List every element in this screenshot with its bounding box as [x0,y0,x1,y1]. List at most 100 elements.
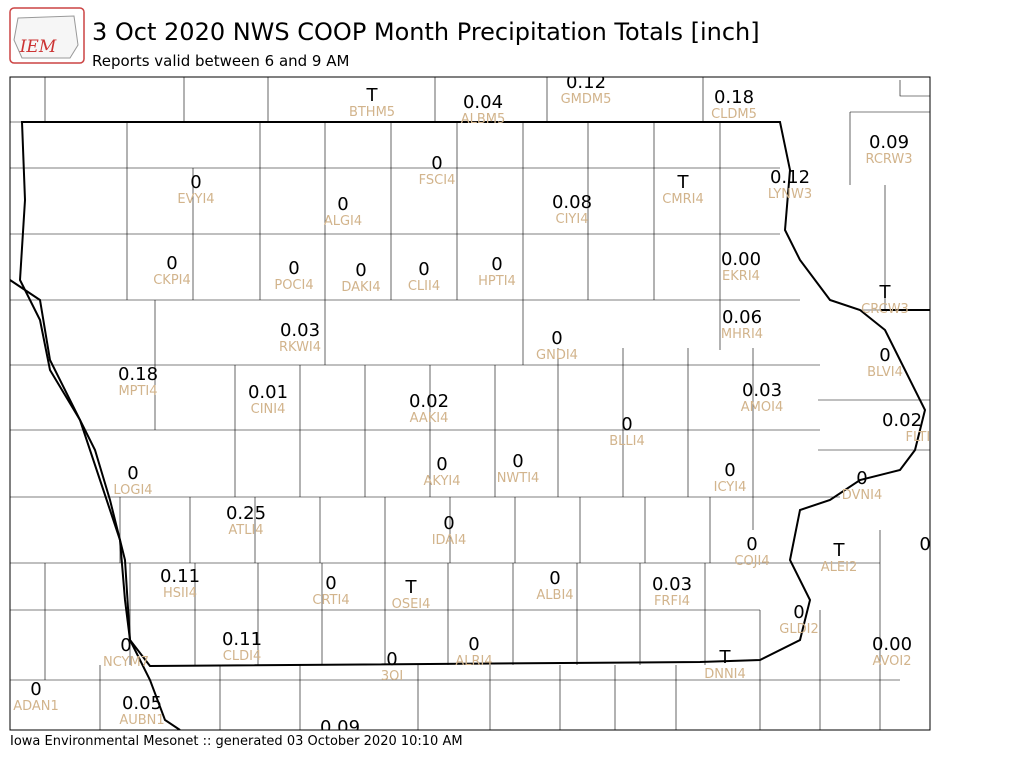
station-id: COJI4 [734,554,769,569]
station-id: ALEI2 [821,560,857,575]
station-value: 0 [621,414,632,435]
station-id: FSCI4 [419,173,456,188]
station-value: 0.12 [770,167,810,188]
station-id: LOGI4 [113,483,152,498]
station-id: LYNW3 [768,187,812,202]
station-value: 0 [431,153,442,174]
map-frame [9,76,931,731]
station-id: ALBM5 [461,112,506,127]
station-value: 0.00 [721,249,761,270]
station-id: DAKI4 [341,280,380,295]
station-id: CLII4 [408,279,440,294]
station-value: 0 [856,468,867,489]
station-value: 0 [793,602,804,623]
logo: IEM [9,7,85,64]
station-id: NCYM7 [103,655,149,670]
station-id: MHRI4 [721,327,763,342]
station-id: BTHM5 [349,105,395,120]
station-id: DVNI4 [842,488,883,503]
station-value: 0 [386,649,397,670]
station-value: 0 [355,260,366,281]
station-id: GLDI2 [779,622,818,637]
station-value: 0.05 [122,693,162,714]
station-id: BLVI4 [867,365,903,380]
basemap [10,77,930,730]
station-id: CMRI4 [662,192,703,207]
subtitle: Reports valid between 6 and 9 AM [92,52,349,70]
station-id: NWTI4 [497,471,540,486]
station-id: FRFI4 [654,594,690,609]
station-value: T [677,172,690,193]
station-id: ATLI4 [228,523,263,538]
station-id: ALGI4 [324,214,362,229]
station-value: 0.01 [248,382,288,403]
station-value: 0.04 [463,92,503,113]
station-value: 0 [190,172,201,193]
station-value: 0 [337,194,348,215]
station-value: 0.25 [226,503,266,524]
station-value: 0 [512,451,523,472]
station-value: 0.08 [552,192,592,213]
station-value: 0 [325,573,336,594]
station-value: 0 [491,254,502,275]
station-id: CLDM5 [711,107,757,122]
station-value: 0 [120,635,131,656]
station-value: 0 [879,345,890,366]
station-value: 0 [288,258,299,279]
station-value: T [719,647,732,668]
station-value: 0 [468,634,479,655]
station-id: CINI4 [251,402,286,417]
station-value: 0.09 [320,717,360,738]
station-id: DNNI4 [704,667,746,682]
station-id: BLLI4 [609,434,645,449]
station-id: AVOI2 [872,654,911,669]
station-id: CLDI4 [223,649,261,664]
station-value: 0 [30,679,41,700]
station-value: 0.02 [882,410,922,431]
station-value: 0 [418,259,429,280]
station-id: ALRI4 [455,654,492,669]
station-id: IDAI4 [432,533,467,548]
station-id: HSII4 [163,586,197,601]
station-id: ALBI4 [536,588,573,603]
station-value: T [405,577,418,598]
station-value: 0 [724,460,735,481]
station-value: 0 [166,253,177,274]
station-id: GNDI4 [536,348,578,363]
station-value: 0.11 [222,629,262,650]
station-value: 0 [127,463,138,484]
station-value: 0 [436,454,447,475]
station-id: EVYI4 [177,192,214,207]
station-id: MPTI4 [118,384,157,399]
station-value: T [366,85,379,106]
station-value: 0.09 [869,132,909,153]
station-id: CRTI4 [312,593,349,608]
station-value: T [879,282,892,303]
station-id: RKWI4 [279,340,321,355]
station-id: ICYI4 [714,480,747,495]
station-id: OSEI4 [392,597,431,612]
station-value: 0 [746,534,757,555]
station-id: AKYI4 [423,474,460,489]
station-id: RCRW3 [865,152,912,167]
station-id: HPTI4 [478,274,516,289]
station-value: 0.02 [409,391,449,412]
station-id: POCI4 [274,278,313,293]
station-value: 0.06 [722,307,762,328]
station-id: AAKI4 [410,411,449,426]
station-value: 0 [443,513,454,534]
station-id: ADAN1 [13,699,59,714]
station-id: FLTI2 [906,430,939,445]
station-id: GMDM5 [561,92,612,107]
station-id: AMOI4 [741,400,783,415]
station-value: 0 [551,328,562,349]
station-value: 0.03 [652,574,692,595]
station-value: 0.00 [872,634,912,655]
station-value: 0.03 [280,320,320,341]
station-value: 0 [549,568,560,589]
station-id: CRCW3 [861,302,909,317]
station-value: 0.18 [118,364,158,385]
